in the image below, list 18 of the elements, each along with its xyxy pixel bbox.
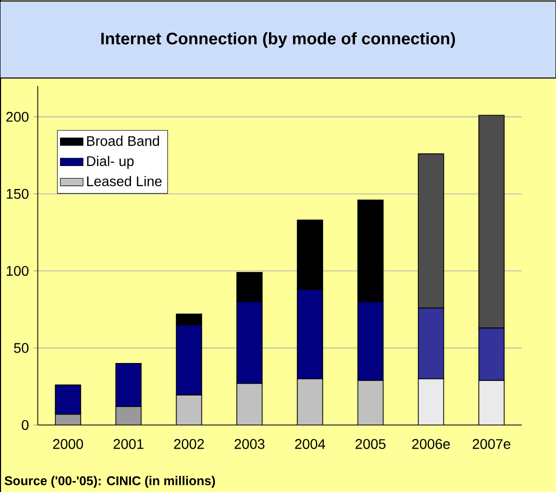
x-tick-label: 2004 (295, 439, 326, 449)
chart-title: Internet Connection (by mode of connection) (101, 32, 455, 48)
y-tick-label: 0 (22, 420, 28, 430)
x-tick-label: 2006e (412, 439, 450, 449)
y-tick-label: 100 (6, 266, 28, 276)
y-tick-label: 150 (6, 188, 28, 199)
x-tick-label: 2007e (472, 439, 510, 449)
source-note: Source ('00-'05): CINIC (in millions) (4, 476, 215, 488)
y-tick-label: 200 (6, 112, 28, 122)
legend-label: Leased Line (87, 176, 162, 186)
y-tick-label: 50 (14, 343, 28, 353)
x-tick-label: 2002 (174, 439, 204, 449)
x-tick-label: 2005 (356, 439, 386, 449)
legend-label: Broad Band (87, 136, 160, 146)
legend-label: Dial- up (87, 156, 134, 169)
x-tick-label: 2000 (53, 439, 84, 449)
x-tick-label: 2003 (234, 439, 264, 449)
x-tick-label: 2001 (114, 439, 144, 449)
